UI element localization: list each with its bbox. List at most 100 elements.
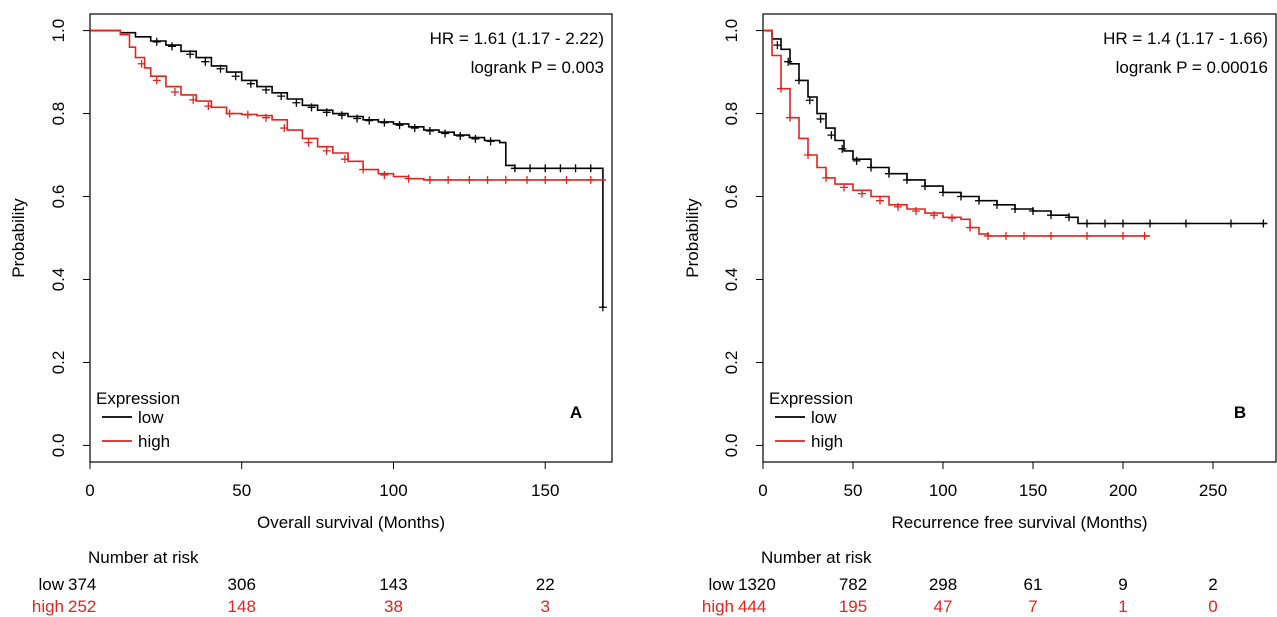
- y-tick-label: 0.0: [722, 434, 741, 458]
- censor-mark-high: [804, 151, 812, 160]
- censor-mark-low: [425, 126, 434, 135]
- panel-label: B: [1234, 403, 1246, 422]
- legend-label-high: high: [811, 432, 843, 451]
- censor-mark-low: [993, 200, 1001, 209]
- hazard-ratio-label: HR = 1.4 (1.17 - 1.66): [1103, 29, 1268, 48]
- censor-mark-high: [380, 170, 389, 179]
- censor-mark-low: [486, 137, 495, 146]
- censor-mark-high: [280, 124, 289, 133]
- censor-mark-low: [322, 108, 331, 117]
- risk-count-high: 47: [934, 597, 953, 616]
- x-tick-label: 150: [531, 481, 559, 500]
- censor-mark-high: [930, 211, 938, 220]
- y-tick-label: 0.2: [49, 351, 68, 375]
- risk-count-high: 148: [228, 597, 256, 616]
- censor-mark-low: [1101, 219, 1109, 228]
- legend-title: Expression: [769, 389, 853, 408]
- y-axis-title: Probability: [683, 198, 702, 278]
- censor-mark-low: [167, 42, 176, 51]
- x-tick-label: 100: [379, 481, 407, 500]
- risk-row-label-low: low: [708, 575, 734, 594]
- survival-panel-a: 0 50 100 150 0.0 0.2 0.4 0.6 0.8 1.0 Overall survi…: [9, 13, 613, 616]
- censor-mark-high: [966, 223, 974, 232]
- curve-low: [90, 29, 604, 308]
- censor-mark-low: [471, 134, 480, 143]
- y-tick-label: 0.8: [722, 102, 741, 126]
- number-at-risk-title: Number at risk: [88, 548, 199, 567]
- hazard-ratio-label: HR = 1.61 (1.17 - 2.22): [430, 29, 604, 48]
- censor-mark-low: [921, 182, 929, 191]
- x-tick-label: 100: [929, 481, 957, 500]
- censor-mark-low: [1029, 207, 1037, 216]
- censor-mark-high: [501, 175, 510, 184]
- censor-mark-high: [562, 175, 571, 184]
- survival-panel-b: 0 50 100 150 200 250 0.0 0.2 0.4 0.6 0.8 1.0 Recurre…: [683, 13, 1277, 616]
- censor-mark-high: [1140, 231, 1149, 240]
- x-tick-label: 0: [85, 481, 94, 500]
- censor-mark-low: [867, 163, 875, 172]
- risk-count-high: 0: [1208, 597, 1217, 616]
- logrank-p-label: logrank P = 0.003: [471, 58, 604, 77]
- censor-mark-low: [773, 41, 782, 50]
- censor-mark-high: [243, 110, 252, 119]
- risk-count-low: 1320: [738, 575, 776, 594]
- censor-mark-low: [201, 57, 210, 66]
- censor-mark-high: [1047, 231, 1055, 240]
- x-tick-label: 50: [232, 481, 251, 500]
- censor-mark-low: [805, 96, 814, 105]
- censor-mark-low: [410, 124, 419, 133]
- censor-mark-low: [586, 164, 595, 173]
- y-tick-label: 0.6: [49, 185, 68, 209]
- y-tick-label: 0.4: [722, 268, 741, 292]
- censor-mark-high: [425, 175, 434, 184]
- censor-mark-low: [395, 121, 404, 130]
- censor-mark-high: [541, 175, 550, 184]
- censor-mark-low: [1227, 219, 1235, 228]
- censor-mark-low: [216, 64, 225, 73]
- curve-high: [90, 29, 606, 181]
- censor-mark-high: [777, 84, 785, 93]
- risk-row-label-low: low: [38, 575, 64, 594]
- censor-mark-high: [1119, 231, 1127, 240]
- censor-mark-low: [307, 103, 316, 112]
- x-tick-label: 250: [1199, 481, 1227, 500]
- risk-count-low: 374: [68, 575, 96, 594]
- censor-mark-low: [903, 175, 911, 184]
- risk-count-high: 1: [1118, 597, 1127, 616]
- risk-count-low: 9: [1118, 575, 1127, 594]
- censor-mark-low: [556, 164, 565, 173]
- censor-mark-low: [152, 37, 161, 46]
- y-axis-title: Probability: [9, 198, 28, 278]
- censor-mark-low: [975, 196, 983, 205]
- legend-label-high: high: [138, 432, 170, 451]
- risk-count-high: 444: [738, 597, 766, 616]
- censor-mark-high: [876, 196, 884, 205]
- censor-mark-low: [939, 188, 947, 197]
- censor-mark-high: [137, 59, 146, 68]
- censor-mark-high: [204, 102, 213, 111]
- censor-mark-low: [571, 164, 580, 173]
- y-tick-label: 0.2: [722, 351, 741, 375]
- censor-mark-low: [456, 131, 465, 140]
- censor-mark-low: [353, 114, 362, 123]
- censor-mark-high: [170, 87, 179, 96]
- risk-count-high: 252: [68, 597, 96, 616]
- legend-label-low: low: [138, 408, 164, 427]
- y-tick-label: 1.0: [722, 19, 741, 43]
- number-at-risk-table: Number at risk low 374 306 143 22 high 252 148 38…: [32, 548, 555, 616]
- plot-frame: [762, 13, 1277, 463]
- number-at-risk-title: Number at risk: [761, 548, 872, 567]
- censor-mark-low: [277, 92, 286, 101]
- censor-mark-high: [858, 189, 866, 198]
- censor-mark-low: [1065, 213, 1073, 222]
- censor-mark-high: [322, 146, 331, 155]
- censor-mark-low: [827, 131, 836, 140]
- x-axis-title: Overall survival (Months): [257, 513, 445, 532]
- censor-mark-high: [225, 109, 234, 118]
- censor-mark-high: [786, 113, 794, 122]
- censor-mark-low: [816, 114, 825, 123]
- censor-mark-high: [465, 175, 474, 184]
- censor-mark-low: [1011, 204, 1019, 213]
- censor-mark-low: [885, 169, 893, 178]
